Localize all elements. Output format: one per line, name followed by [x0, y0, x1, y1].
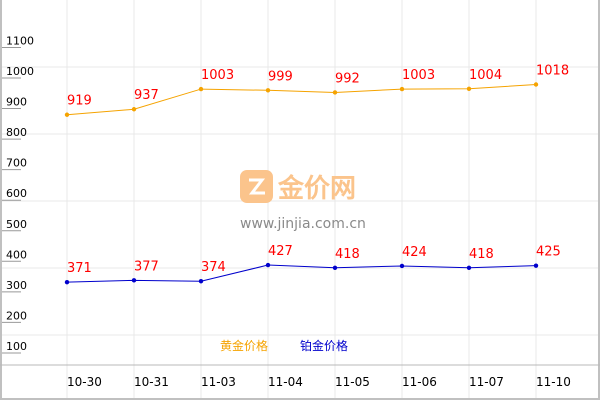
data-value-label: 999 [268, 69, 293, 84]
watermark-logo-glyph-icon [248, 178, 266, 195]
data-value-label: 418 [469, 247, 494, 262]
x-tick-label: 11-07 [469, 375, 504, 389]
data-point-marker [131, 278, 137, 283]
data-value-label: 371 [67, 261, 92, 276]
data-value-label: 937 [134, 88, 159, 103]
x-tick-label: 11-05 [335, 375, 370, 389]
data-point-marker [265, 262, 271, 268]
data-value-label: 427 [268, 244, 293, 259]
data-value-label: 1003 [402, 68, 435, 83]
y-tick-label: 100 [6, 340, 27, 353]
data-point-marker [399, 86, 405, 92]
data-point-marker [466, 86, 472, 91]
y-tick-label: 400 [6, 248, 27, 261]
y-tick-label: 200 [6, 309, 27, 322]
data-value-label: 1004 [469, 68, 502, 83]
x-tick-label: 10-30 [67, 375, 102, 389]
legend-platinum: 铂金价格 [300, 338, 348, 353]
data-point-marker [533, 82, 539, 87]
y-tick-label: 800 [6, 126, 27, 139]
data-point-marker [265, 88, 271, 93]
data-value-label: 992 [335, 71, 360, 86]
x-tick-label: 11-04 [268, 375, 303, 389]
y-tick-label: 300 [6, 279, 27, 292]
x-tick-label: 11-03 [201, 375, 236, 389]
data-point-marker [131, 107, 137, 112]
y-tick-label: 600 [6, 187, 27, 200]
data-point-marker [64, 279, 70, 285]
data-value-label: 425 [536, 245, 561, 260]
x-tick-label: 11-10 [536, 375, 571, 389]
data-value-label: 424 [402, 245, 427, 260]
y-tick-label: 1100 [6, 34, 34, 47]
data-point-marker [332, 265, 338, 271]
data-value-label: 919 [67, 94, 92, 109]
data-point-marker [399, 263, 405, 269]
platinum-price-line [66, 264, 537, 283]
legend-gold: 黄金价格 [220, 338, 268, 353]
watermark-title: 金价网 [277, 173, 356, 204]
watermark-url: www.jinjia.com.cn [240, 216, 366, 232]
data-value-label: 374 [201, 260, 226, 275]
y-tick-label: 500 [6, 218, 27, 231]
y-tick-label: 700 [6, 157, 27, 170]
data-point-marker [332, 90, 338, 95]
data-point-marker [198, 86, 204, 92]
data-point-marker [198, 279, 204, 284]
y-tick-label: 900 [6, 96, 27, 109]
x-tick-label: 11-06 [402, 375, 437, 389]
data-value-label: 1018 [536, 64, 569, 79]
data-value-label: 377 [134, 259, 159, 274]
data-value-label: 1003 [201, 68, 234, 83]
data-point-marker [533, 263, 539, 268]
x-tick-label: 10-31 [134, 375, 169, 389]
data-point-marker [466, 265, 472, 271]
data-value-label: 418 [335, 247, 360, 262]
y-tick-label: 1000 [6, 65, 34, 78]
data-point-marker [64, 112, 70, 117]
gold-price-line [66, 84, 537, 116]
